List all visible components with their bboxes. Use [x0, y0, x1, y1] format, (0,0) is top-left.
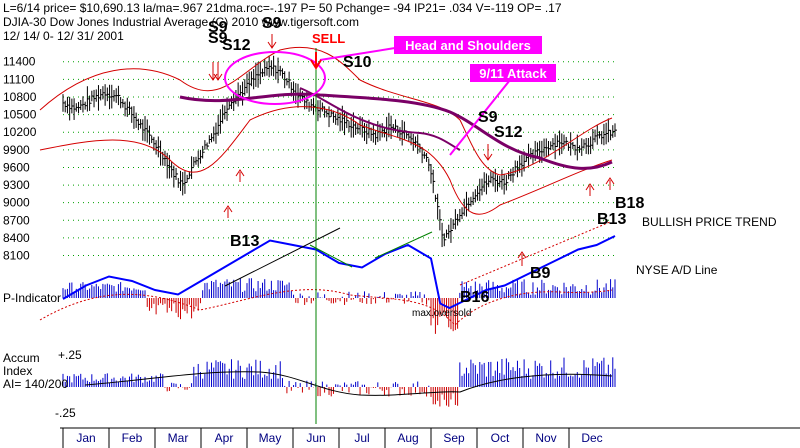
y-tick-label: 8100 [3, 249, 30, 263]
x-tick-label: Feb [122, 431, 143, 445]
y-axis-ticks: 11400 11100 10800 10500 10200 9900 9600 9300 900… [3, 55, 37, 263]
signal-s9-c: S9 [262, 15, 282, 32]
accum-label-2: Index [3, 364, 32, 378]
sell-label: SELL [312, 31, 345, 46]
signal-arrows [208, 34, 615, 266]
head-shoulders-box [394, 36, 542, 54]
signal-s12-b: S12 [494, 124, 523, 141]
y-tick-label: 9600 [3, 160, 30, 174]
x-tick-label: Jan [76, 431, 95, 445]
signal-s10: S10 [343, 54, 372, 71]
y-tick-label: 9900 [3, 143, 30, 157]
arrow-down-2 [213, 62, 223, 81]
lower-band-line [39, 106, 613, 215]
head-shoulders-label: Head and Shoulders [405, 38, 531, 53]
x-tick-label: Sep [443, 431, 465, 445]
ad-trend-line-3 [374, 231, 433, 259]
accum-label-1: Accum [3, 351, 40, 365]
nyse-ad-label: NYSE A/D Line [636, 263, 718, 277]
y-tick-label: 9300 [3, 178, 30, 192]
arrow-up-5 [517, 251, 527, 266]
accum-bottom-label: -.25 [55, 406, 76, 420]
arrow-up-2 [235, 169, 245, 182]
p-indicator-label: P-Indicator [3, 291, 61, 305]
x-tick-label: Mar [168, 431, 189, 445]
y-tick-label: 11100 [3, 72, 35, 86]
x-axis: Jan Feb Mar Apr May Jun Jul Aug Sep Oct Nov Dec [60, 427, 800, 448]
y-tick-label: 11400 [3, 55, 36, 69]
header-line-2: DJIA-30 Dow Jones Industrial Average (C)… [3, 15, 359, 29]
upper-band-line [39, 46, 613, 176]
ad-line [62, 235, 616, 310]
header-line-3: 12/ 14/ 0- 12/ 31/ 2001 [3, 29, 124, 43]
x-tick-label: May [259, 431, 282, 445]
price-bars [62, 55, 617, 248]
signal-s12-a: S12 [222, 37, 251, 54]
accum-label-3: AI= 140/200 [3, 377, 68, 391]
grid-lines [63, 61, 615, 257]
p-indicator-bars [62, 278, 616, 334]
header-line-1: L=6/14 price= $10,690.13 la/ma=.967 21dm… [3, 1, 562, 15]
arrow-up-3 [585, 183, 595, 196]
accum-index-bars [62, 357, 616, 407]
x-tick-label: Jun [306, 431, 325, 445]
ad-trend-line-4 [459, 221, 611, 286]
signal-s9-b: S9 [208, 30, 228, 47]
x-tick-label: Aug [397, 431, 418, 445]
head-shoulders-ellipse [224, 51, 326, 105]
max-oversold-label: max.oversold [412, 308, 471, 319]
y-tick-label: 9000 [3, 196, 30, 210]
short-ma-line [299, 87, 461, 151]
signal-labels: S9 S9 S12 S9 S10 S9 S12 B13 B16 B9 B18 B… [208, 15, 644, 306]
y-tick-label: 8400 [3, 231, 30, 245]
accum-top-label: +.25 [58, 348, 82, 362]
arrow-down-3 [267, 34, 277, 49]
x-tick-label: Nov [535, 431, 556, 445]
arrow-up-1 [223, 205, 233, 218]
signal-b13-b: B13 [597, 211, 626, 228]
signal-s9-d: S9 [478, 109, 498, 126]
signal-b18: B18 [615, 195, 644, 212]
head-shoulders-pointer [319, 47, 396, 61]
bullish-trend-label: BULLISH PRICE TREND [642, 215, 777, 229]
signal-b16: B16 [460, 289, 489, 306]
x-tick-label: Jul [354, 431, 369, 445]
y-tick-label: 10800 [3, 90, 37, 104]
ad-trend-line-2 [309, 244, 353, 268]
x-tick-label: Oct [491, 431, 510, 445]
attack-pointer [449, 79, 511, 156]
attack-box [470, 64, 556, 82]
arrow-up-4 [605, 177, 615, 190]
signal-b9: B9 [530, 265, 551, 282]
x-tick-label: Dec [581, 431, 602, 445]
attack-label: 9/11 Attack [479, 66, 547, 81]
ad-trend-line-1 [224, 227, 341, 287]
accum-ma-line [84, 371, 613, 396]
long-ma-line [179, 92, 613, 170]
signal-s9-a: S9 [208, 19, 228, 36]
x-tick-label: Apr [215, 431, 234, 445]
y-tick-label: 8700 [3, 213, 30, 227]
signal-b13-a: B13 [230, 233, 259, 250]
y-tick-label: 10200 [3, 125, 37, 139]
arrow-down-4 [483, 144, 493, 161]
y-tick-label: 10500 [3, 108, 37, 122]
sell-arrow [310, 52, 322, 70]
